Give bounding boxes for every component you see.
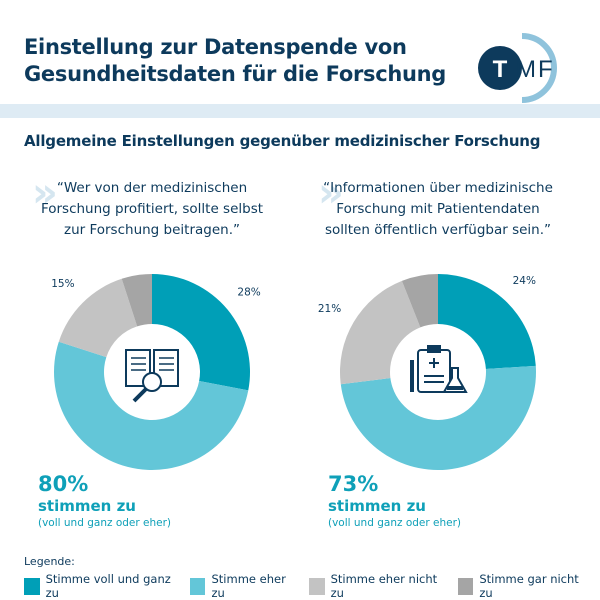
legend-swatch xyxy=(24,577,40,595)
chart-1-quote: “Wer von der medizinischen Forschung pro… xyxy=(17,178,287,241)
chart-2-summary: 73% stimmen zu (voll und ganz oder eher) xyxy=(328,472,461,530)
agree-percent: 80% xyxy=(38,472,89,496)
donut-slice xyxy=(401,274,438,328)
chart-1-summary: 80% stimmen zu (voll und ganz oder eher) xyxy=(38,472,171,530)
svg-text:M: M xyxy=(516,56,536,83)
legend-swatch xyxy=(309,577,325,595)
donut-slice xyxy=(53,341,249,471)
legend-item: Stimme voll und ganz zu xyxy=(24,572,176,600)
quote-line: “Wer von der medizinischen xyxy=(56,180,248,196)
donut-slice xyxy=(438,274,536,369)
quote-line: zur Forschung beitragen.” xyxy=(63,222,241,238)
slice-label: 6% xyxy=(406,252,423,255)
donut-slice xyxy=(340,365,536,470)
legend-swatch xyxy=(457,577,474,595)
quote-line: Forschung profitiert, sollte selbst xyxy=(40,201,264,217)
donut-slice xyxy=(121,274,152,327)
page-title: Einstellung zur Datenspende von Gesundhe… xyxy=(24,34,446,88)
agree-note: (voll und ganz oder eher) xyxy=(38,517,172,529)
legend-swatch xyxy=(189,577,206,595)
slice-label: 21% xyxy=(318,303,341,315)
agree-note: (voll und ganz oder eher) xyxy=(328,517,462,529)
clipboard-flask-icon xyxy=(410,345,468,393)
book-magnifier-icon xyxy=(125,349,179,403)
donut-slice xyxy=(58,278,138,358)
quote-line: Forschung mit Patientendaten xyxy=(336,201,540,217)
legend-label: Stimme eher zu xyxy=(211,572,286,600)
header-band xyxy=(0,104,600,118)
slice-label: 24% xyxy=(513,275,536,287)
legend-label: Stimme gar nicht zu xyxy=(479,572,579,600)
section-subtitle: Allgemeine Einstellungen gegenüber mediz… xyxy=(24,132,541,150)
quote-line: “Informationen über medizinische xyxy=(323,180,553,196)
svg-text:F: F xyxy=(538,56,553,83)
agree-percent: 73% xyxy=(328,472,379,496)
agree-label: stimmen zu xyxy=(328,497,426,515)
slice-label: 28% xyxy=(237,287,260,299)
slice-label: 15% xyxy=(51,278,74,290)
legend-item: Stimme gar nicht zu xyxy=(457,572,586,600)
agree-label: stimmen zu xyxy=(38,497,136,515)
donut-slice xyxy=(152,274,250,391)
chart-2-quote: “Informationen über medizinische Forschu… xyxy=(303,178,573,241)
legend-item: Stimme eher nicht zu xyxy=(309,572,444,600)
legend-title: Legende: xyxy=(24,555,75,568)
title-line-2: Gesundheitsdaten für die Forschung xyxy=(24,62,447,86)
slice-label: 5% xyxy=(124,252,141,255)
legend: Stimme voll und ganz zu Stimme eher zu S… xyxy=(24,572,600,600)
legend-item: Stimme eher zu xyxy=(189,572,295,600)
svg-text:T: T xyxy=(493,56,508,83)
donut-slice xyxy=(340,280,421,385)
tmf-logo: T M F xyxy=(478,33,557,103)
donut-charts: 28%52%15%5% 24%49%21%6% xyxy=(51,252,536,471)
quote-line: sollten öffentlich verfügbar sein.” xyxy=(324,222,552,238)
legend-label: Stimme eher nicht zu xyxy=(330,572,438,600)
legend-label: Stimme voll und ganz zu xyxy=(45,572,171,600)
title-line-1: Einstellung zur Datenspende von xyxy=(24,35,407,59)
